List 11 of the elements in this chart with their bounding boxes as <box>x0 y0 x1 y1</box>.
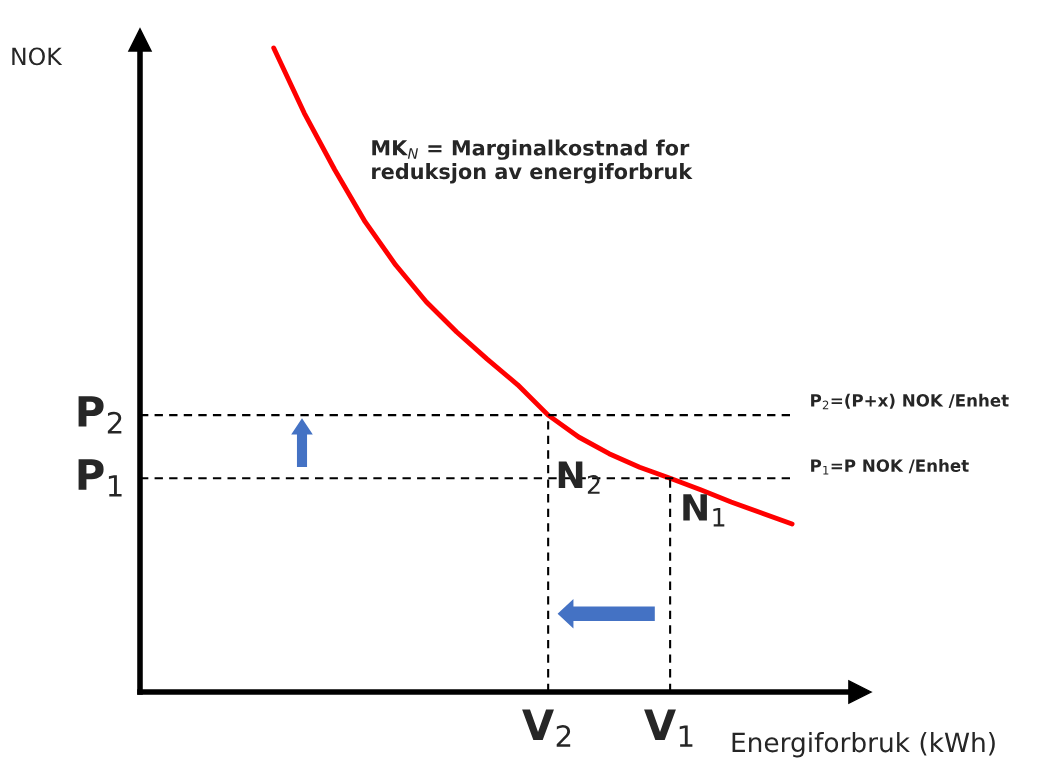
text: V$_{2}$ <box>522 709 571 747</box>
annotation: N$_{1}$ <box>683 494 725 527</box>
text: NOK <box>12 47 63 66</box>
ref-line-label: P$_{1}$ <box>78 459 122 497</box>
annotation: MK$_{N}$ = Marginalkostnad for reduksjon av energiforbruk <box>372 139 693 184</box>
annotation: N$_{2}$ <box>558 461 600 494</box>
text: V$_{1}$ <box>644 709 693 747</box>
text: P$_{2}$=(P+x) NOK /Enhet <box>811 393 1009 410</box>
text: P$_{1}$=P NOK /Enhet <box>811 458 969 475</box>
x-axis-title: Energiforbruk (kWh) <box>732 731 995 758</box>
ref-line-label: P$_{2}$ <box>78 396 122 434</box>
